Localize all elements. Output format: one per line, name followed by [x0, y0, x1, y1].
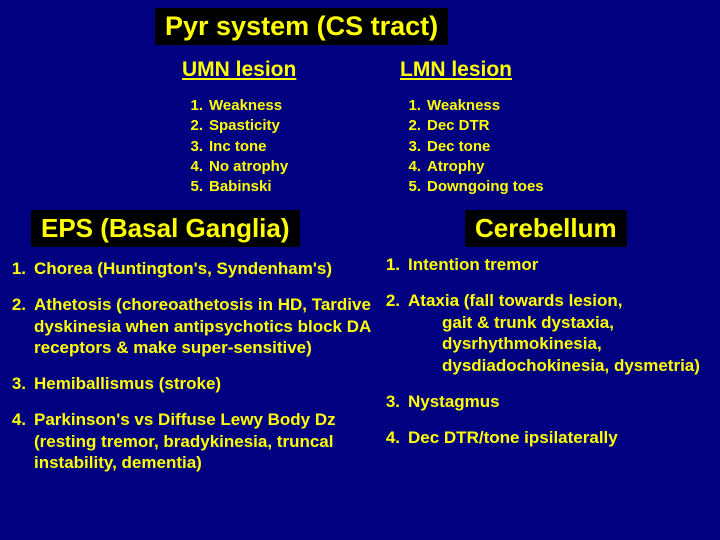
umn-item-3: Inc tone — [209, 138, 267, 155]
cereb-item-3: Nystagmus — [408, 391, 710, 413]
list-item: 4.Dec DTR/tone ipsilaterally — [380, 427, 710, 449]
cerebellum-title: Cerebellum — [465, 210, 627, 247]
list-item: 5.Downgoing toes — [403, 177, 544, 197]
umn-item-5: Babinski — [209, 178, 272, 195]
eps-item-2: Athetosis (choreoathetosis in HD, Tardiv… — [34, 294, 376, 359]
lmn-header: LMN lesion — [400, 58, 512, 82]
umn-header: UMN lesion — [182, 58, 296, 82]
eps-title: EPS (Basal Ganglia) — [31, 210, 300, 247]
umn-item-2: Spasticity — [209, 117, 280, 134]
eps-list: 1.Chorea (Huntington's, Syndenham's) 2.A… — [6, 258, 376, 488]
list-item: 1.Intention tremor — [380, 254, 710, 276]
list-item: 1.Chorea (Huntington's, Syndenham's) — [6, 258, 376, 280]
cerebellum-title-text: Cerebellum — [465, 210, 627, 247]
eps-item-3: Hemiballismus (stroke) — [34, 373, 376, 395]
umn-item-1: Weakness — [209, 97, 282, 114]
list-item: 2.Dec DTR — [403, 116, 544, 136]
umn-list: 1.Weakness 2.Spasticity 3.Inc tone 4.No … — [185, 96, 288, 197]
eps-title-text: EPS (Basal Ganglia) — [31, 210, 300, 247]
list-item: 4.Atrophy — [403, 157, 544, 177]
lmn-item-2: Dec DTR — [427, 117, 490, 134]
cereb-item-4: Dec DTR/tone ipsilaterally — [408, 427, 710, 449]
list-item: 2.Ataxia (fall towards lesion,gait & tru… — [380, 290, 710, 377]
lmn-item-1: Weakness — [427, 97, 500, 114]
umn-item-4: No atrophy — [209, 158, 288, 175]
list-item: 4.No atrophy — [185, 157, 288, 177]
main-title: Pyr system (CS tract) — [155, 8, 448, 45]
list-item: 3.Nystagmus — [380, 391, 710, 413]
lmn-item-5: Downgoing toes — [427, 178, 544, 195]
lmn-item-3: Dec tone — [427, 138, 490, 155]
main-title-text: Pyr system (CS tract) — [155, 8, 448, 45]
list-item: 2.Spasticity — [185, 116, 288, 136]
list-item: 3.Inc tone — [185, 137, 288, 157]
cereb-item-1: Intention tremor — [408, 254, 710, 276]
lmn-item-4: Atrophy — [427, 158, 485, 175]
eps-item-1: Chorea (Huntington's, Syndenham's) — [34, 258, 376, 280]
list-item: 3.Dec tone — [403, 137, 544, 157]
list-item: 3.Hemiballismus (stroke) — [6, 373, 376, 395]
list-item: 1.Weakness — [185, 96, 288, 116]
cereb-item-2: Ataxia (fall towards lesion,gait & trunk… — [408, 290, 710, 377]
eps-item-4: Parkinson's vs Diffuse Lewy Body Dz (res… — [34, 409, 376, 474]
lmn-list: 1.Weakness 2.Dec DTR 3.Dec tone 4.Atroph… — [403, 96, 544, 197]
list-item: 1.Weakness — [403, 96, 544, 116]
list-item: 4.Parkinson's vs Diffuse Lewy Body Dz (r… — [6, 409, 376, 474]
list-item: 5.Babinski — [185, 177, 288, 197]
cerebellum-list: 1.Intention tremor 2.Ataxia (fall toward… — [380, 254, 710, 462]
list-item: 2.Athetosis (choreoathetosis in HD, Tard… — [6, 294, 376, 359]
